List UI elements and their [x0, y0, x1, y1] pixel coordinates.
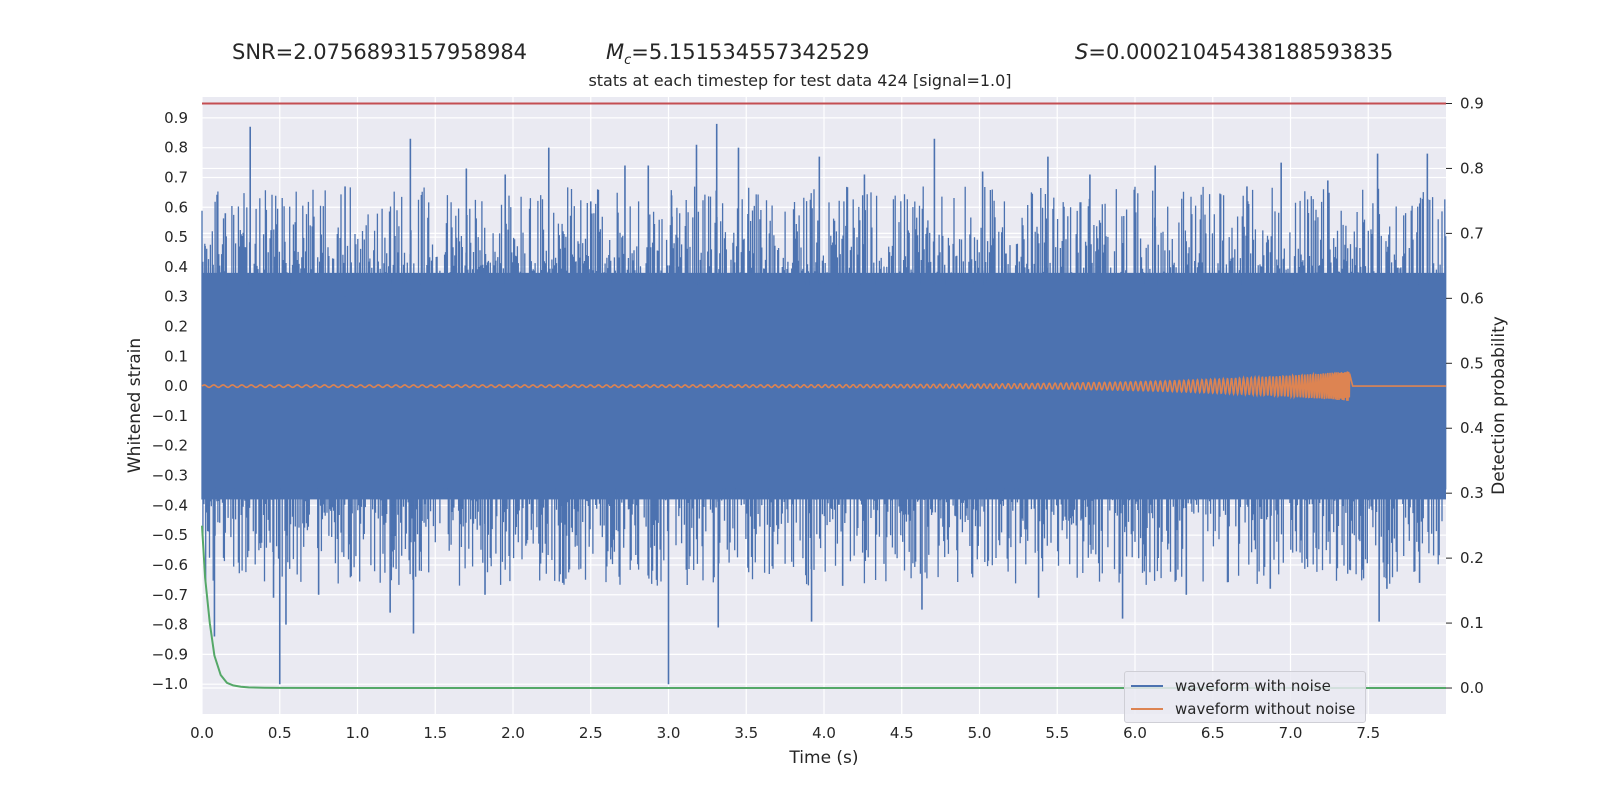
y-tick-label-left: 0.7: [164, 168, 188, 186]
clean-trace: [201, 371, 1446, 401]
x-tick-label: 1.5: [423, 724, 447, 742]
snr-value: SNR=2.0756893157958984: [232, 40, 528, 64]
s-statistic-header: S=0.00021045438188593835: [1075, 40, 1393, 64]
snr-header: SNR=2.0756893157958984: [232, 40, 527, 64]
chart-title: stats at each timestep for test data 424…: [588, 71, 1012, 90]
y-tick-label-right: 0.7: [1460, 224, 1484, 242]
y-tick-label-left: 0.5: [164, 228, 188, 246]
y-tick-label-right: 0.3: [1460, 484, 1484, 502]
y-tick-label-right: 0.2: [1460, 549, 1484, 567]
x-tick-label: 1.0: [346, 724, 370, 742]
x-tick-label: 7.0: [1279, 724, 1303, 742]
x-tick-label: 6.5: [1201, 724, 1225, 742]
probability-trace: [201, 525, 1446, 689]
x-tick-label: 6.0: [1123, 724, 1147, 742]
mc-symbol: M: [606, 40, 625, 64]
y-tick-label-left: −0.1: [152, 407, 188, 425]
s-symbol: S: [1075, 40, 1089, 64]
y-tick-label-left: −0.2: [152, 437, 188, 455]
chirp-mass-header: Mc=5.151534557342529: [606, 40, 869, 68]
series-waveform-without-noise: [201, 371, 1446, 401]
legend-item-clean: waveform without noise: [1131, 698, 1355, 720]
x-tick-label: 0.5: [268, 724, 292, 742]
legend-swatch-noisy: [1131, 685, 1163, 687]
y-tick-label-right: 0.9: [1460, 94, 1484, 112]
x-tick-label: 4.0: [812, 724, 836, 742]
mc-subscript: c: [624, 53, 632, 69]
y-axis-label-right: Detection probability: [1489, 316, 1509, 495]
y-tick-label-left: −1.0: [152, 675, 188, 693]
y-tick-label-left: 0.9: [164, 109, 188, 127]
y-tick-label-left: 0.3: [164, 288, 188, 306]
x-tick-label: 5.5: [1045, 724, 1069, 742]
x-axis-label: Time (s): [788, 748, 858, 768]
y-tick-label-right: 0.1: [1460, 614, 1484, 632]
y-tick-label-left: 0.0: [164, 377, 188, 395]
y-tick-label-left: −0.9: [152, 645, 188, 663]
legend-label-clean: waveform without noise: [1175, 700, 1356, 718]
axis-ticks: 0.0 0.5 1.0 1.5 2.0 2.5 3.0 3.5 4.0 4.5 5.0 5.5 6.0 6…: [152, 94, 1484, 742]
y-tick-label-left: −0.7: [152, 586, 188, 604]
y-axis-label-left: Whitened strain: [125, 338, 145, 473]
legend-label-noisy: waveform with noise: [1175, 677, 1331, 695]
legend-swatch-clean: [1131, 708, 1163, 710]
y-tick-label-right: 0.4: [1460, 419, 1484, 437]
y-tick-label-left: −0.5: [152, 526, 188, 544]
y-tick-label-right: 0.8: [1460, 159, 1484, 177]
x-tick-label: 5.0: [968, 724, 992, 742]
y-tick-label-left: 0.6: [164, 198, 188, 216]
y-tick-label-right: 0.0: [1460, 679, 1484, 697]
legend: waveform with noise waveform without noi…: [1124, 671, 1366, 723]
x-tick-label: 0.0: [190, 724, 214, 742]
y-tick-label-left: −0.4: [152, 496, 188, 514]
y-tick-label-left: 0.8: [164, 139, 188, 157]
series-detection-probability: [201, 525, 1446, 689]
y-tick-label-left: −0.3: [152, 467, 188, 485]
x-tick-label: 2.5: [579, 724, 603, 742]
x-tick-label: 3.5: [734, 724, 758, 742]
mc-value: =5.151534557342529: [631, 40, 870, 64]
y-tick-label-left: 0.4: [164, 258, 188, 276]
y-tick-label-right: 0.6: [1460, 289, 1484, 307]
x-tick-label: 3.0: [657, 724, 681, 742]
x-tick-label: 4.5: [890, 724, 914, 742]
y-tick-label-left: −0.8: [152, 616, 188, 634]
y-tick-label-right: 0.5: [1460, 354, 1484, 372]
y-tick-label-left: −0.6: [152, 556, 188, 574]
s-value: =0.00021045438188593835: [1088, 40, 1394, 64]
x-tick-label: 2.0: [501, 724, 525, 742]
y-tick-label-left: 0.1: [164, 347, 188, 365]
y-tick-label-left: 0.2: [164, 318, 188, 336]
x-tick-label: 7.5: [1356, 724, 1380, 742]
legend-item-noisy: waveform with noise: [1131, 675, 1331, 697]
